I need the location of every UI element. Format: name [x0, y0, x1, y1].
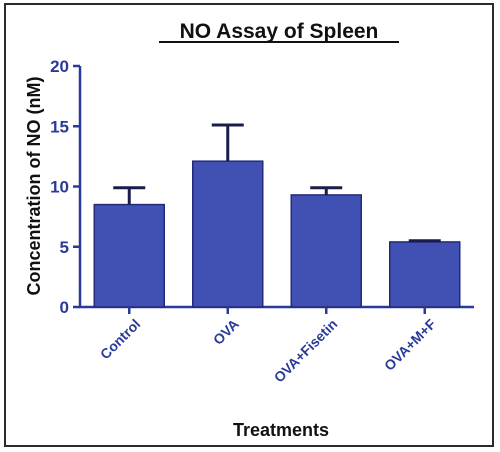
chart-title: NO Assay of Spleen	[180, 20, 379, 43]
y-tick-label: 10	[50, 178, 69, 197]
x-axis-title: Treatments	[233, 420, 329, 440]
y-tick-label: 15	[50, 117, 69, 136]
y-tick-label: 0	[60, 298, 69, 317]
bar	[93, 203, 165, 308]
y-tick-label: 20	[50, 57, 69, 76]
x-tick-label: OVA+Fisetin	[271, 316, 341, 386]
y-tick-label: 5	[60, 238, 69, 257]
y-axis-title: Concentration of NO (nM)	[24, 77, 44, 296]
bar	[290, 194, 362, 308]
x-tick-label: Control	[97, 316, 144, 363]
bar	[192, 160, 264, 308]
bar	[389, 241, 461, 308]
x-tick-label: OVA	[210, 316, 242, 348]
x-tick-label: OVA+M+F	[381, 315, 439, 373]
